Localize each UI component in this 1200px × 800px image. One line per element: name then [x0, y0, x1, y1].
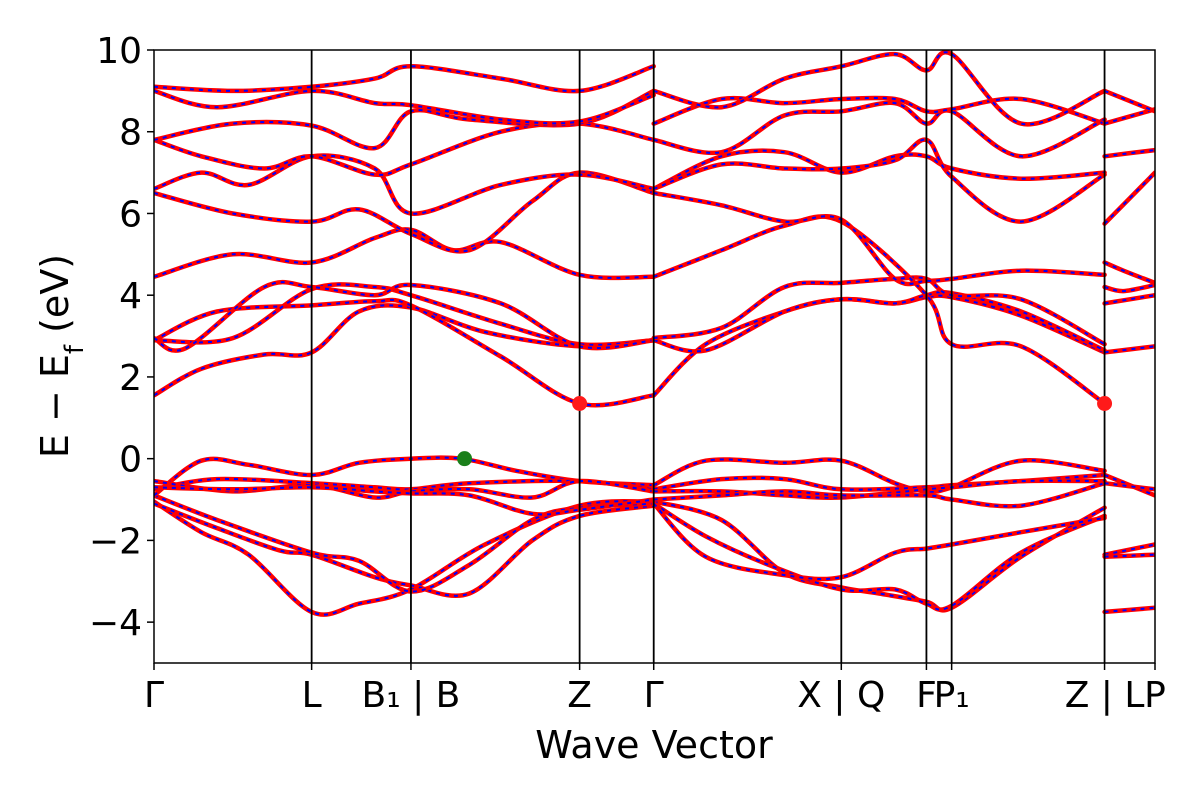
band-line-overlay — [653, 101, 1106, 158]
band-line-overlay — [1104, 294, 1155, 305]
band-line-overlay — [1104, 543, 1155, 556]
y-tick-label: 6 — [119, 194, 142, 235]
y-axis-title: E − Ef (eV) — [33, 254, 90, 458]
x-tick-label: Γ — [144, 675, 164, 716]
x-tick-label: L — [302, 675, 322, 716]
band-line-overlay — [653, 479, 1105, 499]
band-line-overlay — [154, 154, 654, 215]
y-tick-label: 4 — [119, 276, 142, 317]
band-line-overlay — [154, 281, 654, 352]
band-line-overlay — [154, 456, 654, 497]
y-axis: −4 −2 0 2 4 6 8 10 — [89, 31, 154, 644]
x-axis-title: Wave Vector — [535, 723, 773, 767]
band-line-overlay — [154, 298, 654, 407]
band-line-overlay — [154, 65, 655, 93]
y-tick-label: −4 — [89, 603, 142, 644]
plot-frame — [153, 49, 1156, 664]
x-tick-label: F — [916, 675, 937, 716]
x-tick-label: Z — [567, 675, 592, 716]
band-line-overlay — [1104, 89, 1155, 113]
band-line-overlay — [652, 502, 1105, 581]
high-symmetry-lines — [310, 50, 1106, 663]
x-tick-label: P — [1144, 675, 1166, 716]
band-line-overlay — [1104, 108, 1155, 125]
y-tick-label: 2 — [119, 358, 142, 399]
valence-band-maximum-marker — [457, 451, 473, 467]
band-line-overlay — [653, 482, 1105, 508]
x-tick-label: Z | L — [1065, 675, 1145, 716]
x-tick-label: B₁ | B — [362, 675, 461, 716]
band-line-overlay — [154, 486, 654, 516]
conduction-band-minimum-marker — [1097, 395, 1113, 411]
band-line-overlay — [1104, 261, 1155, 284]
band-line-overlay — [1104, 345, 1155, 354]
band-line-overlay — [154, 304, 654, 397]
band-line-overlay — [1104, 149, 1155, 158]
band-line — [1102, 552, 1155, 559]
band-edge-markers — [457, 395, 1113, 467]
band-line-overlay — [653, 215, 1106, 405]
y-tick-label: −2 — [89, 521, 142, 562]
band-line-overlay — [1104, 606, 1155, 613]
band-line-overlay — [653, 51, 1105, 126]
band-line-overlay — [154, 494, 654, 593]
band-line-overlay — [154, 89, 655, 125]
band-line-overlay — [154, 480, 654, 499]
y-tick-label: 8 — [119, 113, 142, 154]
x-tick-label: X | Q — [797, 675, 885, 716]
band-line-overlay — [154, 228, 654, 279]
band-line-overlay — [653, 149, 1105, 190]
band-line-overlay — [1104, 482, 1155, 491]
band-line-overlay — [653, 138, 1106, 223]
y-tick-label: 10 — [96, 31, 142, 72]
band-line-overlay — [653, 458, 1105, 493]
x-tick-label: Γ — [644, 675, 664, 716]
band-line-overlay — [1104, 284, 1155, 293]
band-line-overlay — [1104, 553, 1155, 558]
x-tick-label: P₁ — [934, 675, 970, 716]
band-line-overlay — [653, 500, 1106, 612]
band-line-overlay — [653, 502, 1105, 611]
band-line-overlay — [653, 192, 1105, 286]
band-line — [1102, 170, 1155, 226]
band-line-overlay — [653, 291, 1106, 353]
y-tick-label: 0 — [119, 440, 142, 481]
band-line-overlay — [653, 96, 1105, 125]
conduction-band-minimum-marker — [572, 395, 588, 411]
